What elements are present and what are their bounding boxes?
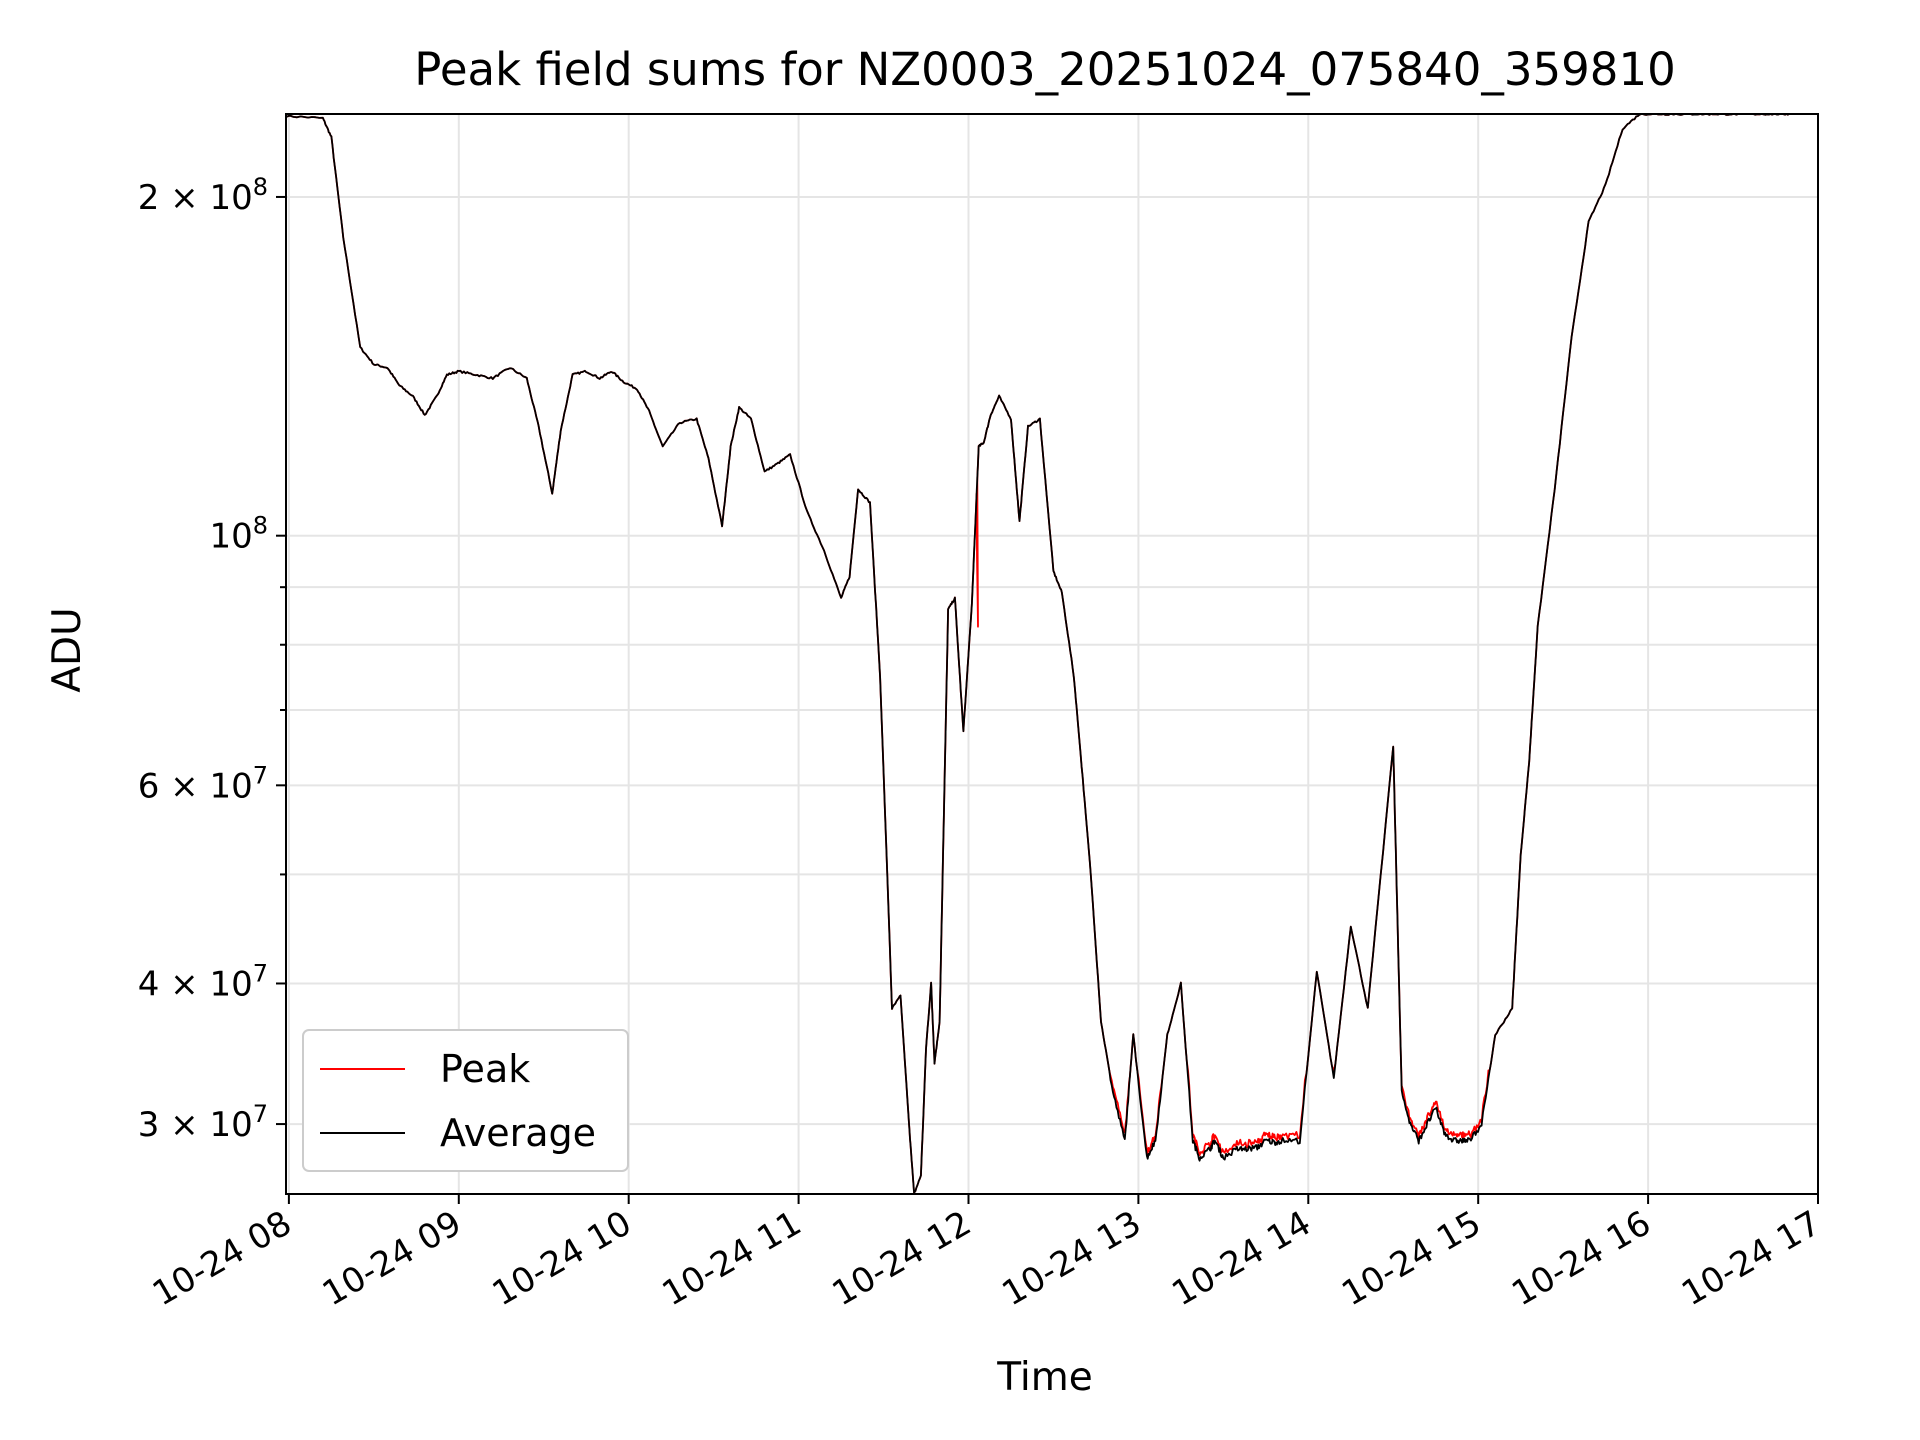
chart-title: Peak field sums for NZ0003_20251024_0758… <box>414 43 1675 96</box>
x-tick-label: 10-24 17 <box>1675 1203 1827 1314</box>
x-tick-label: 10-24 16 <box>1505 1203 1657 1314</box>
x-tick-label: 10-24 14 <box>1165 1203 1317 1314</box>
y-tick-label: 3 × 107 <box>138 1100 268 1145</box>
y-axis-label: ADU <box>45 607 90 692</box>
y-axis-ticks: 3 × 107 4 × 107 6 × 107 108 2 × 108 <box>138 173 286 1145</box>
x-tick-label: 10-24 13 <box>996 1203 1148 1314</box>
x-tick-label: 10-24 09 <box>316 1203 468 1314</box>
plot-frame <box>285 113 1819 1195</box>
x-tick-label: 10-24 15 <box>1335 1203 1487 1314</box>
x-tick-label: 10-24 11 <box>656 1203 808 1314</box>
legend-box <box>302 1029 629 1172</box>
x-tick-label: 10-24 10 <box>486 1203 638 1314</box>
y-tick-label: 2 × 108 <box>138 173 268 218</box>
y-tick-label: 4 × 107 <box>138 959 268 1004</box>
series-average <box>285 113 1790 1195</box>
legend-average-label: Average <box>440 1111 596 1155</box>
x-axis-ticks: 10-24 08 10-24 09 10-24 10 10-24 11 10-24 12… <box>146 1194 1828 1314</box>
x-tick-label: 10-24 08 <box>146 1203 298 1314</box>
y-tick-label: 108 <box>209 512 268 557</box>
legend-peak-label: Peak <box>440 1047 530 1091</box>
x-tick-label: 10-24 12 <box>826 1203 978 1314</box>
y-tick-label: 6 × 107 <box>138 761 268 806</box>
average-line <box>285 113 1790 1195</box>
x-axis-label: Time <box>996 1355 1092 1400</box>
legend: Peak Average <box>302 1029 629 1172</box>
